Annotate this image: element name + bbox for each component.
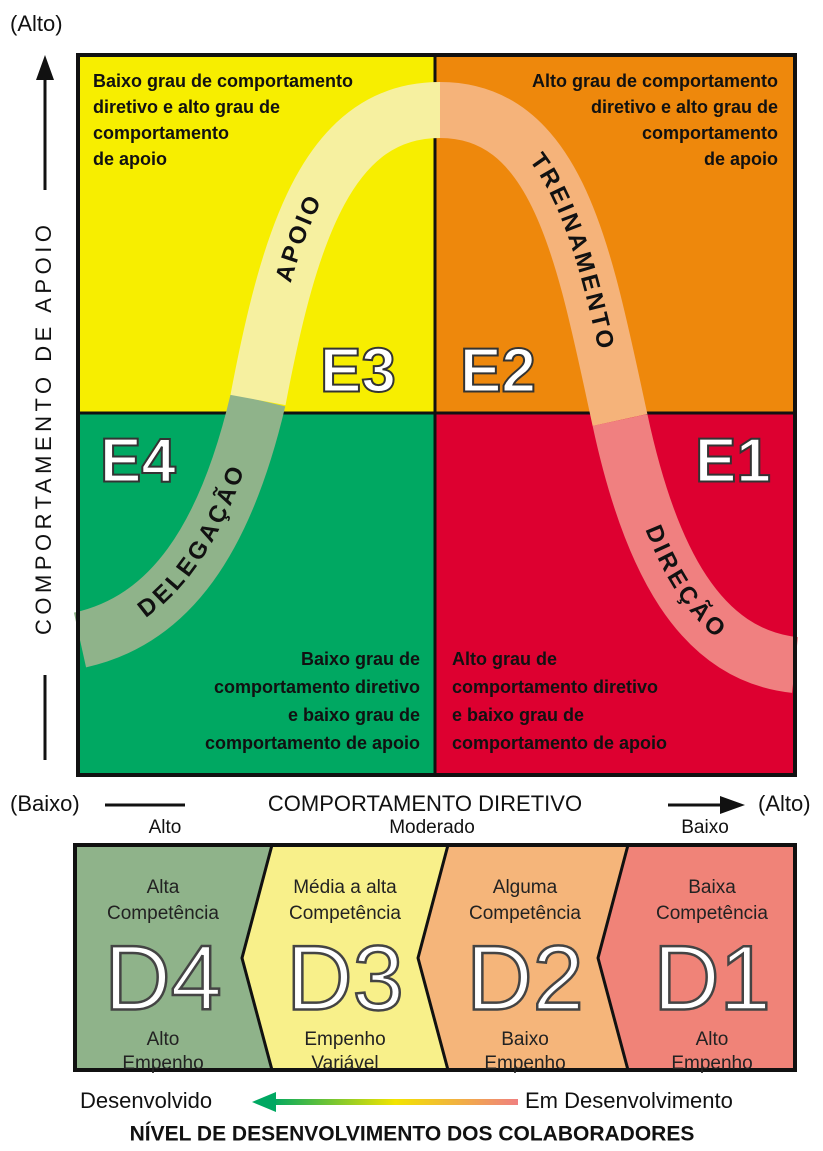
y-arrow-head: [36, 55, 54, 80]
style-label: E3: [320, 336, 396, 405]
q-line: Baixo grau de: [301, 649, 420, 669]
q-line: de apoio: [93, 149, 167, 169]
q-line: diretivo e alto grau de: [93, 97, 280, 117]
stage-frame: [73, 843, 797, 1072]
stage-bottom: Baixo: [501, 1029, 549, 1050]
stage-top: Média a alta: [293, 877, 397, 898]
stage-top: Alta: [147, 877, 180, 898]
style-label: E2: [460, 336, 536, 405]
level: Baixo: [681, 817, 729, 838]
stage-top: Competência: [289, 903, 401, 924]
q-line: comportamento: [642, 123, 778, 143]
footer-right: Em Desenvolvimento: [525, 1088, 733, 1113]
stage-d1: [598, 845, 795, 1070]
stage-bottom: Alto: [147, 1029, 180, 1050]
y-label: COMPORTAMENTO DE APOIO: [31, 225, 56, 635]
q-line: Alto grau de comportamento: [532, 71, 778, 91]
stage-d4: [75, 845, 272, 1070]
stage-code: D4: [104, 927, 222, 1029]
stage-d2: [418, 845, 628, 1070]
style-label: E1: [695, 426, 771, 495]
stage-top: Competência: [656, 903, 768, 924]
footer-left: Desenvolvido: [80, 1088, 212, 1113]
stage-bottom: Empenho: [484, 1053, 565, 1074]
quadrant-text-br: Alto grau de comportamento diretivo e ba…: [452, 649, 667, 753]
q-line: e baixo grau de: [452, 705, 584, 725]
level: Moderado: [389, 817, 475, 838]
stage-bottom: Empenho: [671, 1053, 752, 1074]
chevron: [596, 844, 630, 1071]
stage-bottom: Empenho: [122, 1053, 203, 1074]
quadrant-text-tl: Baixo grau de comportamento diretivo e a…: [93, 71, 353, 169]
q-line: comportamento diretivo: [214, 677, 420, 697]
stage-bottom: Alto: [696, 1029, 729, 1050]
x-label: COMPORTAMENTO DIRETIVO: [268, 791, 582, 816]
quadrant-text-bl: Baixo grau de comportamento diretivo e b…: [205, 649, 420, 753]
chevron: [240, 844, 274, 1071]
quadrant-text-tr: Alto grau de comportamento diretivo e al…: [532, 71, 778, 169]
q-line: e baixo grau de: [288, 705, 420, 725]
x-left: (Baixo): [10, 791, 80, 816]
stage-top: Baixa: [688, 877, 736, 898]
stage-top: Competência: [469, 903, 581, 924]
stage-bottom: Empenho: [304, 1029, 385, 1050]
q-line: comportamento de apoio: [205, 733, 420, 753]
footer-title: NÍVEL DE DESENVOLVIMENTO DOS COLABORADOR…: [130, 1123, 695, 1146]
q-line: de apoio: [704, 149, 778, 169]
q-line: Alto grau de: [452, 649, 557, 669]
q-line: comportamento: [93, 123, 229, 143]
footer-arrow-head: [252, 1092, 276, 1112]
y-top: (Alto): [10, 11, 63, 36]
stage-code: D1: [653, 927, 771, 1029]
x-right: (Alto): [758, 791, 811, 816]
stage-code: D2: [466, 927, 584, 1029]
stage-d3: [242, 845, 448, 1070]
chevron: [416, 844, 450, 1071]
stage-bottom: Variável: [311, 1053, 378, 1074]
q-line: comportamento diretivo: [452, 677, 658, 697]
level: Alto: [149, 817, 182, 838]
q-line: diretivo e alto grau de: [591, 97, 778, 117]
stage-texts: Alta Competência D4 Alto Empenho Média a…: [103, 877, 772, 1074]
stage-top: Alguma: [493, 877, 558, 898]
q-line: comportamento de apoio: [452, 733, 667, 753]
stage-code: D3: [286, 927, 404, 1029]
frame: [76, 53, 797, 777]
stage-top: Competência: [107, 903, 219, 924]
footer-arrow-line: [272, 1099, 518, 1105]
q-line: Baixo grau de comportamento: [93, 71, 353, 91]
style-label: E4: [100, 426, 176, 495]
x-arrow-head: [720, 796, 745, 814]
